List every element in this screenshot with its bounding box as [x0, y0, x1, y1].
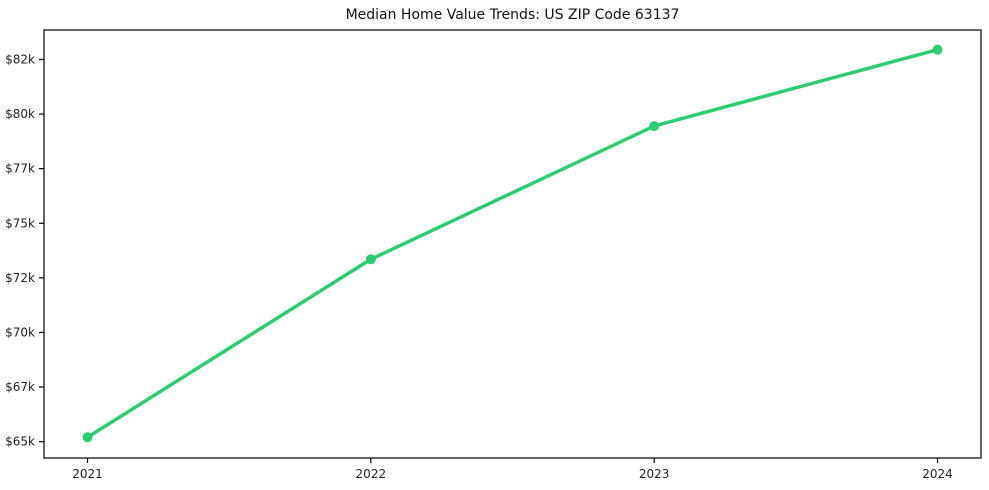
data-point-marker [649, 121, 660, 132]
y-tick-label: $80k [5, 107, 35, 121]
y-tick-label: $75k [5, 216, 35, 230]
x-tick-label: 2024 [922, 467, 953, 481]
y-tick-label: $65k [5, 435, 35, 449]
y-tick-label: $72k [5, 271, 35, 285]
plot-border [43, 29, 982, 459]
data-point-marker [365, 254, 376, 265]
chart-title: Median Home Value Trends: US ZIP Code 63… [345, 7, 680, 23]
y-tick-label: $77k [5, 162, 35, 176]
x-tick-label: 2023 [639, 467, 670, 481]
trend-line [85, 47, 940, 440]
x-tick-label: 2022 [356, 467, 387, 481]
data-point-marker [932, 44, 943, 55]
y-tick-label: $67k [5, 380, 35, 394]
y-tick-label: $70k [5, 325, 35, 339]
data-point-marker [82, 432, 93, 443]
y-tick-label: $82k [5, 52, 35, 66]
x-tick-label: 2021 [72, 467, 103, 481]
